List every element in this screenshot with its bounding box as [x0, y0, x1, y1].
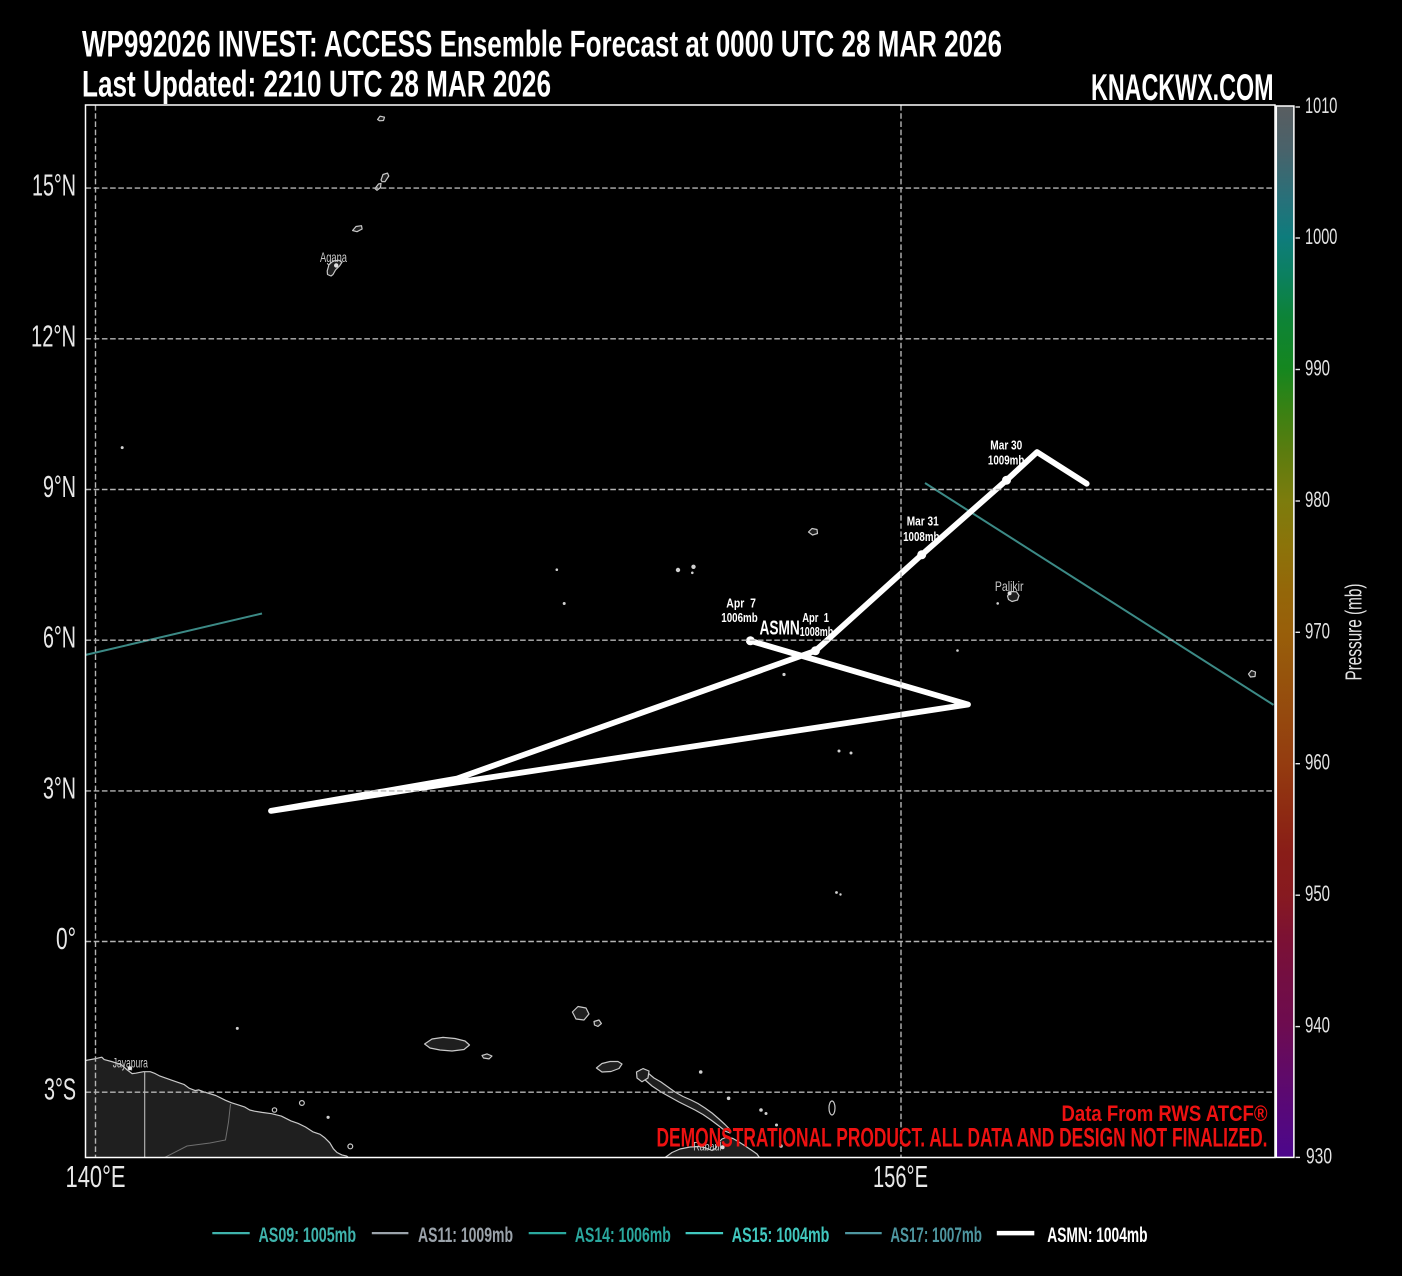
svg-text:KNACKWX.COM: KNACKWX.COM	[1091, 67, 1274, 108]
svg-text:AS17: 1007mb: AS17: 1007mb	[890, 1223, 982, 1247]
svg-text:1009mb: 1009mb	[988, 453, 1025, 467]
svg-text:Apr 7: Apr 7	[726, 597, 756, 611]
svg-text:950: 950	[1305, 881, 1330, 906]
svg-text:970: 970	[1305, 618, 1330, 643]
svg-text:ASMN: ASMN	[759, 618, 799, 640]
svg-text:930: 930	[1306, 1143, 1332, 1168]
svg-text:AS09: 1005mb: AS09: 1005mb	[259, 1223, 357, 1247]
svg-text:156°E: 156°E	[873, 1159, 928, 1194]
svg-text:Mar 31: Mar 31	[907, 515, 939, 529]
svg-text:15°N: 15°N	[32, 168, 76, 203]
svg-text:3°S: 3°S	[44, 1072, 76, 1107]
svg-text:990: 990	[1305, 356, 1330, 381]
svg-text:AS11: 1009mb: AS11: 1009mb	[418, 1223, 513, 1247]
svg-text:Rabaul: Rabaul	[693, 1140, 721, 1154]
svg-text:12°N: 12°N	[31, 318, 76, 353]
svg-text:Jayapura: Jayapura	[113, 1055, 148, 1071]
svg-text:960: 960	[1305, 750, 1330, 775]
svg-text:1010: 1010	[1305, 93, 1337, 118]
svg-text:6°N: 6°N	[43, 620, 76, 655]
svg-text:Palikir: Palikir	[995, 578, 1024, 594]
svg-text:9°N: 9°N	[43, 469, 76, 504]
svg-text:980: 980	[1305, 487, 1330, 512]
svg-text:Apr 1: Apr 1	[802, 611, 829, 625]
svg-text:WP992026 INVEST: ACCESS Ensemb: WP992026 INVEST: ACCESS Ensemble Forecas…	[82, 24, 1002, 65]
svg-text:1008mb: 1008mb	[800, 625, 834, 639]
svg-text:AS15: 1004mb: AS15: 1004mb	[732, 1223, 830, 1247]
svg-text:DEMONSTRATIONAL PRODUCT. ALL D: DEMONSTRATIONAL PRODUCT. ALL DATA AND DE…	[657, 1123, 1268, 1153]
svg-text:Last Updated: 2210 UTC 28 MAR: Last Updated: 2210 UTC 28 MAR 2026	[82, 63, 551, 104]
svg-text:1006mb: 1006mb	[721, 611, 758, 625]
svg-text:0°: 0°	[56, 921, 76, 956]
svg-text:Agana: Agana	[320, 249, 347, 265]
svg-text:1008mb: 1008mb	[903, 530, 940, 544]
svg-text:Mar 30: Mar 30	[990, 439, 1022, 453]
svg-text:940: 940	[1305, 1013, 1330, 1038]
svg-text:1000: 1000	[1305, 224, 1337, 249]
svg-text:Pressure (mb): Pressure (mb)	[1340, 584, 1366, 681]
svg-text:AS14: 1006mb: AS14: 1006mb	[575, 1223, 671, 1247]
svg-text:3°N: 3°N	[43, 770, 76, 805]
svg-text:Data From RWS ATCF®: Data From RWS ATCF®	[1062, 1101, 1268, 1126]
svg-text:140°E: 140°E	[66, 1159, 126, 1194]
svg-text:ASMN: 1004mb: ASMN: 1004mb	[1047, 1223, 1147, 1247]
